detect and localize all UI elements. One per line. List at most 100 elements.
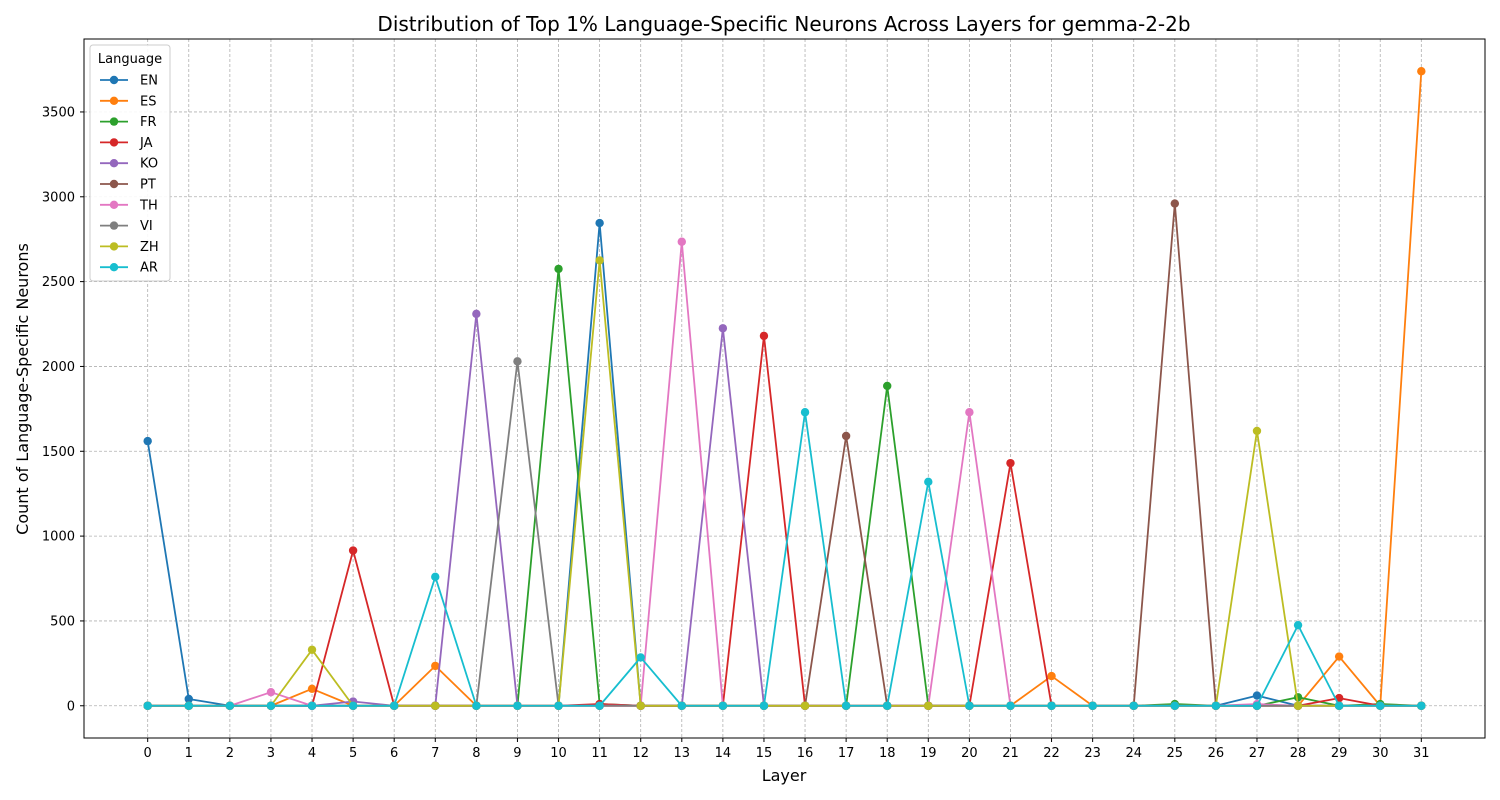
- data-point: [513, 701, 522, 710]
- x-tick-label: 6: [390, 746, 398, 761]
- x-tick-label: 30: [1372, 746, 1389, 761]
- data-point: [1252, 426, 1262, 436]
- x-tick-label: 10: [550, 746, 567, 761]
- data-point: [595, 701, 604, 710]
- data-point: [883, 701, 892, 710]
- series-pt: [143, 199, 1426, 710]
- legend-entry-ko: KO: [100, 157, 158, 172]
- legend-label: EN: [140, 74, 158, 89]
- legend-marker: [109, 96, 119, 106]
- legend-entry-fr: FR: [100, 115, 157, 130]
- legend-marker: [109, 200, 119, 209]
- data-point: [348, 701, 358, 710]
- series-line-zh: [147, 259, 1422, 707]
- data-point: [883, 381, 892, 391]
- data-point: [800, 701, 810, 710]
- data-point: [472, 309, 481, 319]
- data-point: [677, 237, 686, 246]
- data-point: [595, 218, 604, 228]
- data-point: [965, 408, 974, 417]
- data-point: [1047, 701, 1056, 710]
- x-tick-label: 16: [797, 746, 814, 761]
- data-point: [225, 701, 235, 710]
- data-point: [554, 264, 563, 274]
- x-axis-label: Layer: [762, 766, 807, 785]
- x-tick-label: 3: [267, 746, 275, 761]
- data-point: [1170, 701, 1180, 710]
- x-tick-label: 7: [431, 746, 439, 761]
- data-point: [1211, 701, 1221, 710]
- legend-marker: [109, 242, 119, 251]
- legend-label: AR: [140, 261, 158, 276]
- x-tick-label: 24: [1125, 746, 1142, 761]
- legend-marker: [109, 179, 119, 189]
- x-tick-label: 23: [1084, 746, 1101, 761]
- series-ar: [143, 408, 1426, 710]
- x-tick-label: 17: [838, 746, 855, 761]
- series-line-vi: [147, 360, 1422, 707]
- y-tick-label: 3500: [42, 105, 75, 120]
- legend-label: TH: [139, 198, 158, 213]
- x-tick-label: 31: [1413, 746, 1430, 761]
- x-tick-label: 20: [961, 746, 978, 761]
- data-point: [1293, 701, 1303, 710]
- legend-label: VI: [140, 219, 153, 234]
- legend-label: JA: [139, 136, 153, 151]
- data-point: [554, 701, 563, 710]
- data-point: [841, 431, 851, 441]
- data-point: [431, 572, 440, 582]
- series-ko: [143, 309, 1426, 710]
- data-point: [348, 546, 358, 555]
- x-tick-label: 12: [632, 746, 649, 761]
- x-tick-label: 9: [513, 746, 521, 761]
- legend-marker: [109, 159, 119, 168]
- series-line-pt: [147, 202, 1422, 707]
- data-point: [965, 701, 974, 710]
- series-line-en: [146, 222, 1422, 707]
- data-point: [1417, 67, 1426, 76]
- legend-box: [89, 44, 171, 282]
- legend-label: ES: [140, 94, 156, 109]
- data-point: [472, 701, 481, 710]
- data-point: [1417, 701, 1426, 710]
- data-point: [184, 694, 193, 704]
- y-tick-label: 1500: [42, 445, 75, 460]
- x-tick-label: 13: [674, 746, 691, 761]
- y-tick-label: 0: [67, 699, 75, 714]
- legend-label: FR: [140, 115, 157, 130]
- data-point: [718, 701, 728, 710]
- data-point: [759, 331, 769, 341]
- legend-entry-ja: JA: [100, 136, 153, 151]
- series-fr: [143, 264, 1426, 710]
- y-tick-label: 3000: [42, 190, 75, 205]
- y-axis-label: Count of Language-Specific Neurons: [13, 243, 32, 535]
- series-line-ar: [147, 411, 1422, 707]
- data-point: [513, 357, 522, 366]
- data-point: [431, 701, 440, 710]
- data-point: [431, 661, 440, 671]
- data-point: [1334, 701, 1344, 710]
- data-point: [1293, 620, 1303, 630]
- x-tick-label: 21: [1002, 746, 1019, 761]
- x-tick-label: 18: [879, 746, 896, 761]
- series-en: [143, 218, 1426, 710]
- legend-label: PT: [140, 178, 156, 193]
- data-point: [924, 701, 933, 710]
- plot-area-frame: [83, 38, 1486, 739]
- x-tick-label: 26: [1208, 746, 1225, 761]
- series-line-fr: [147, 267, 1422, 707]
- y-tick-label: 2500: [42, 275, 75, 290]
- grid: [84, 39, 1485, 738]
- legend: Language EN ES FR JA KO PT TH VI ZH AR: [89, 44, 171, 282]
- series-line-ko: [147, 312, 1422, 707]
- series-vi: [143, 357, 1426, 710]
- x-tick-label: 5: [349, 746, 357, 761]
- data-point: [1006, 701, 1015, 710]
- data-point: [1006, 458, 1015, 468]
- legend-entry-zh: ZH: [100, 240, 159, 255]
- y-tick-label: 2000: [42, 360, 75, 375]
- x-tick-label: 15: [756, 746, 773, 761]
- data-point: [389, 701, 399, 710]
